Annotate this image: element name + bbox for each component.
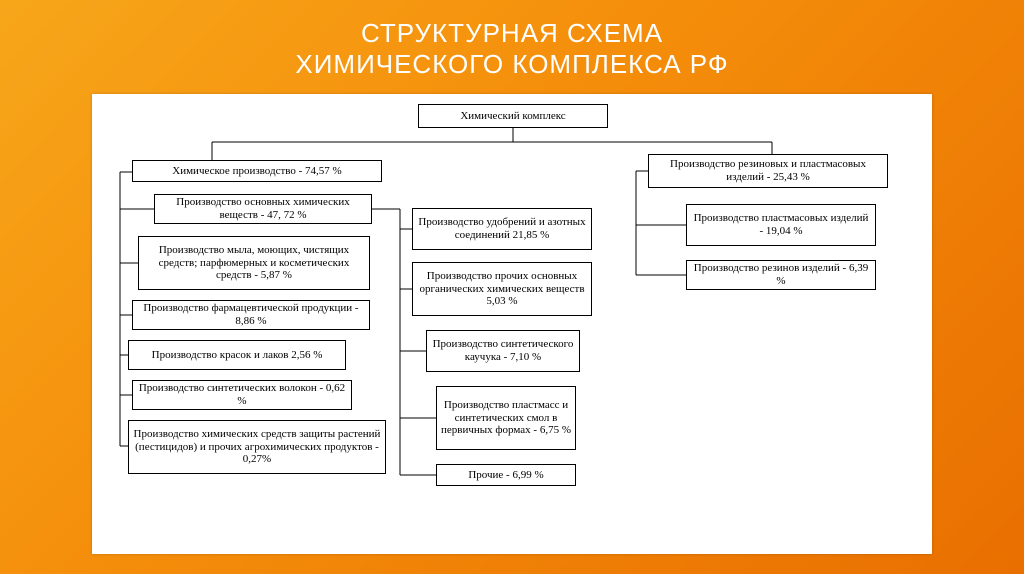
node-label: Производство синтетического каучука - 7,… <box>431 338 575 363</box>
node-label: Производство синтетических волокон - 0,6… <box>137 382 347 407</box>
node-label: Производство фармацевтической продукции … <box>137 302 365 327</box>
node-root: Химический комплекс <box>418 104 608 128</box>
node-label: Производство мыла, моющих, чистящих сред… <box>143 244 365 282</box>
node-label: Производство химических средств защиты р… <box>133 428 381 466</box>
node-paints: Производство красок и лаков 2,56 % <box>128 340 346 370</box>
node-soap-cosmetics: Производство мыла, моющих, чистящих сред… <box>138 236 370 290</box>
node-plastics-resins: Производство пластмасс и синтетических с… <box>436 386 576 450</box>
node-label: Производство пластмасовых изделий - 19,0… <box>691 212 871 237</box>
node-fertilizers: Производство удобрений и азотных соедине… <box>412 208 592 250</box>
node-synthetic-fibers: Производство синтетических волокон - 0,6… <box>132 380 352 410</box>
node-label: Производство удобрений и азотных соедине… <box>417 216 587 241</box>
node-label: Производство пластмасс и синтетических с… <box>441 399 571 437</box>
node-synthetic-rubber: Производство синтетического каучука - 7,… <box>426 330 580 372</box>
node-basic-chemicals: Производство основных химических веществ… <box>154 194 372 224</box>
node-rubber-plastic: Производство резиновых и пластмасовых из… <box>648 154 888 188</box>
node-other-organic: Производство прочих основных органически… <box>412 262 592 316</box>
node-plastic-products: Производство пластмасовых изделий - 19,0… <box>686 204 876 246</box>
node-label: Производство прочих основных органически… <box>417 270 587 308</box>
node-label: Химический комплекс <box>460 110 565 123</box>
node-label: Производство основных химических веществ… <box>159 196 367 221</box>
node-pharmaceutical: Производство фармацевтической продукции … <box>132 300 370 330</box>
node-other: Прочие - 6,99 % <box>436 464 576 486</box>
node-pesticides: Производство химических средств защиты р… <box>128 420 386 474</box>
node-label: Производство резиновых и пластмасовых из… <box>653 158 883 183</box>
slide-title: СТРУКТУРНАЯ СХЕМА ХИМИЧЕСКОГО КОМПЛЕКСА … <box>0 18 1024 80</box>
title-line2: ХИМИЧЕСКОГО КОМПЛЕКСА РФ <box>295 49 728 79</box>
node-chem-prod: Химическое производство - 74,57 % <box>132 160 382 182</box>
slide: СТРУКТУРНАЯ СХЕМА ХИМИЧЕСКОГО КОМПЛЕКСА … <box>0 0 1024 574</box>
node-label: Прочие - 6,99 % <box>468 469 543 482</box>
node-label: Химическое производство - 74,57 % <box>172 165 341 178</box>
node-label: Производство резинов изделий - 6,39 % <box>691 262 871 287</box>
diagram-panel: Химический комплекс Химическое производс… <box>92 94 932 554</box>
node-label: Производство красок и лаков 2,56 % <box>152 349 323 362</box>
node-rubber-products: Производство резинов изделий - 6,39 % <box>686 260 876 290</box>
title-line1: СТРУКТУРНАЯ СХЕМА <box>361 18 663 48</box>
